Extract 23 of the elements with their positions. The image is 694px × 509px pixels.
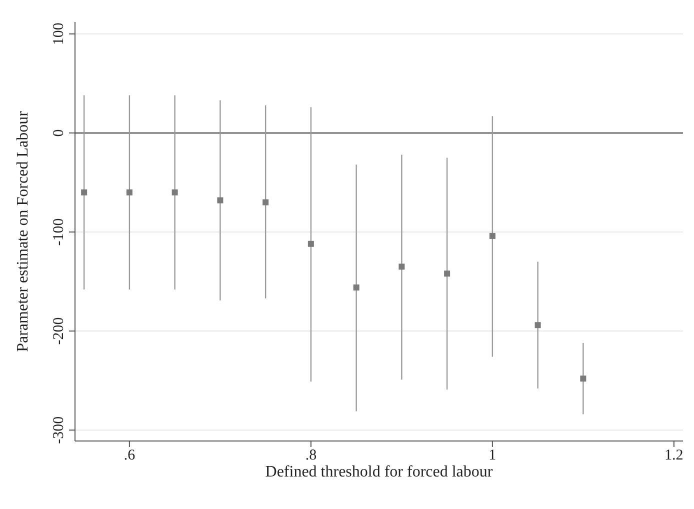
point: [172, 189, 178, 196]
x-tick-label: 1: [488, 448, 496, 464]
y-axis-title: Parameter estimate on Forced Labour: [14, 110, 32, 352]
point: [580, 376, 586, 382]
y-tick-label: 0: [51, 129, 67, 137]
point: [398, 264, 405, 270]
point: [308, 240, 314, 247]
x-tick-label: .8: [305, 448, 317, 464]
point: [489, 232, 496, 239]
point: [81, 189, 88, 196]
point: [444, 270, 450, 277]
y-tick-label: -200: [51, 317, 67, 345]
x-axis-title: Defined threshold for forced labour: [265, 463, 494, 480]
point: [126, 189, 132, 196]
point: [353, 284, 360, 290]
x-tick-label: 1.2: [664, 448, 684, 464]
y-tick-label: -300: [51, 416, 67, 444]
y-tick-label: -100: [51, 218, 67, 246]
point: [262, 199, 269, 206]
point: [217, 197, 224, 204]
point: [534, 322, 541, 328]
x-tick-label: .6: [124, 448, 136, 464]
y-tick-label: 100: [51, 22, 67, 46]
